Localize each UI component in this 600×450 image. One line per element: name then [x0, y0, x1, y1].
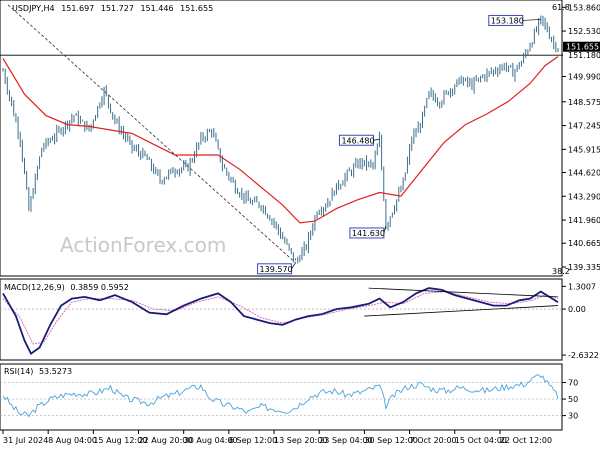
annotation-label: 139.570: [260, 265, 293, 274]
x-tick-label: 22 Oct 12:00: [500, 436, 552, 445]
annotation-leader: [522, 19, 541, 21]
price-y-tick-label: 141.960: [568, 216, 600, 225]
macd-y-tick-label: -2.6322: [568, 351, 599, 360]
horizontal-level-box: [563, 51, 599, 60]
price-y-tick-label: 152.530: [568, 27, 600, 36]
macd-line: [2, 287, 559, 355]
rsi-y-tick-label: 50: [568, 395, 578, 404]
x-tick-label: 31 Jul 2024: [3, 436, 48, 445]
x-tick-label: 30 Aug 04:00: [184, 436, 238, 445]
rsi-line: [2, 374, 559, 418]
macd-trendline: [364, 305, 559, 317]
rsi-y-tick-label: 30: [568, 412, 578, 421]
price-y-tick-label: 143.290: [568, 192, 600, 201]
x-tick-label: 7 Oct 20:00: [410, 436, 457, 445]
annotation-box: [338, 134, 374, 146]
macd-panel: MACD(12,26,9) 0.3859 0.5952 1.3007 0.00 -2…: [0, 278, 599, 361]
price-y-tick-label: 148.575: [568, 98, 600, 107]
moving-average-line: [2, 56, 559, 224]
fib-label-bottom: 38.2: [552, 267, 570, 276]
x-tick-label: 15 Aug 12:00: [93, 436, 147, 445]
annotation-leader: [373, 138, 380, 141]
macd-y-tick-label: 1.3007: [568, 282, 596, 291]
price-y-tick-label: 144.620: [568, 169, 600, 178]
x-tick-label: 13 Sep 20:00: [274, 436, 327, 445]
price-y-tick-label: 149.990: [568, 72, 600, 81]
annotation-box: [349, 227, 385, 239]
rsi-panel: RSI(14) 53.5273 70 50 30: [0, 363, 578, 431]
annotation-box: [257, 263, 293, 275]
macd-signal-line: [2, 291, 559, 345]
dashed-trendline: [7, 4, 296, 264]
fib-label-top: 61.8: [552, 3, 570, 12]
macd-trendline: [368, 287, 559, 298]
x-tick-label: 8 Aug 04:00: [48, 436, 97, 445]
current-price-label: 151.655: [566, 43, 599, 52]
price-y-tick-label: 145.915: [568, 145, 600, 154]
annotation-leader: [291, 262, 296, 270]
x-tick-label: 6 Sep 12:00: [229, 436, 277, 445]
price-y-tick-label: 147.245: [568, 122, 600, 131]
x-tick-label: 15 Oct 04:00: [455, 436, 507, 445]
annotation-label: 146.480: [341, 136, 374, 145]
current-price-box: [563, 41, 600, 52]
annotation-label: 141.630: [352, 229, 385, 238]
price-panel-title: USDJPY,H4 151.697 151.727 151.446 151.65…: [12, 4, 213, 13]
watermark: ActionForex.com: [60, 233, 226, 257]
annotation-label: 153.180: [491, 16, 524, 25]
macd-title: MACD(12,26,9) 0.3859 0.5952: [4, 283, 129, 292]
annotation-box: [488, 14, 524, 26]
macd-y-tick-label: 0.00: [568, 305, 586, 314]
x-tick-label: 23 Sep 04:00: [319, 436, 372, 445]
rsi-y-tick-label: 70: [568, 379, 578, 388]
x-tick-label: 22 Aug 20:00: [139, 436, 193, 445]
horizontal-level-label: 151.180: [568, 51, 600, 60]
price-y-tick-label: 153.860: [568, 3, 600, 12]
price-panel: USDJPY,H4 151.697 151.727 151.446 151.65…: [0, 0, 600, 277]
price-y-tick-label: 140.665: [568, 239, 600, 248]
x-tick-label: 30 Sep 12:00: [364, 436, 417, 445]
price-y-tick-label: 139.335: [568, 263, 600, 272]
rsi-title: RSI(14) 53.5273: [4, 367, 72, 376]
